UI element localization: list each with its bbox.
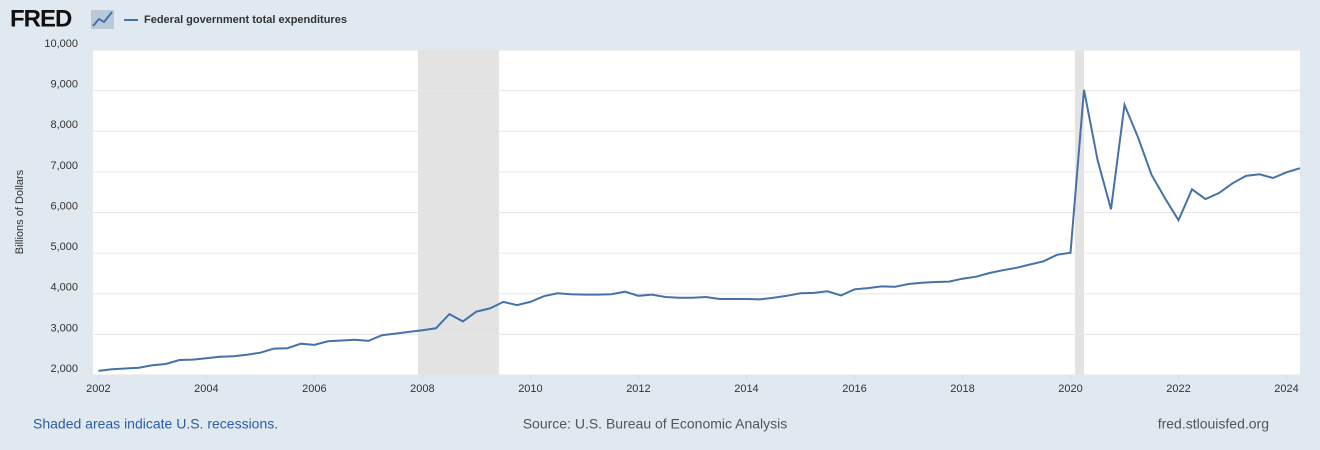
y-tick-label: 10,000: [44, 38, 78, 50]
logo[interactable]: FRED: [10, 5, 73, 32]
source: Source: U.S. Bureau of Economic Analysis: [523, 416, 788, 432]
y-tick-label: 2,000: [50, 363, 78, 375]
x-tick-label: 2008: [410, 383, 434, 395]
y-tick-label: 5,000: [50, 241, 78, 253]
recession-note[interactable]: Shaded areas indicate U.S. recessions.: [33, 416, 278, 432]
x-tick-label: 2006: [302, 383, 326, 395]
x-tick-label: 2010: [518, 383, 542, 395]
x-tick-label: 2004: [194, 383, 218, 395]
x-tick-label: 2018: [950, 383, 974, 395]
y-axis-label: Billions of Dollars: [14, 169, 26, 254]
x-tick-label: 2002: [86, 383, 110, 395]
legend-label: Federal government total expenditures: [144, 14, 347, 26]
site[interactable]: fred.stlouisfed.org: [1158, 416, 1269, 432]
y-tick-label: 6,000: [50, 200, 78, 212]
x-tick-label: 2022: [1166, 383, 1190, 395]
logo-icon: [91, 10, 114, 29]
y-tick-label: 3,000: [50, 322, 78, 334]
x-tick-label: 2012: [626, 383, 650, 395]
y-tick-label: 4,000: [50, 282, 78, 294]
series-line: [98, 89, 1301, 372]
x-tick-label: 2016: [842, 383, 866, 395]
y-tick-label: 9,000: [50, 79, 78, 91]
x-tick-label: 2014: [734, 383, 758, 395]
y-tick-label: 8,000: [50, 119, 78, 131]
x-tick-label: 2024: [1274, 383, 1298, 395]
x-tick-label: 2020: [1058, 383, 1082, 395]
y-tick-label: 7,000: [50, 160, 78, 172]
